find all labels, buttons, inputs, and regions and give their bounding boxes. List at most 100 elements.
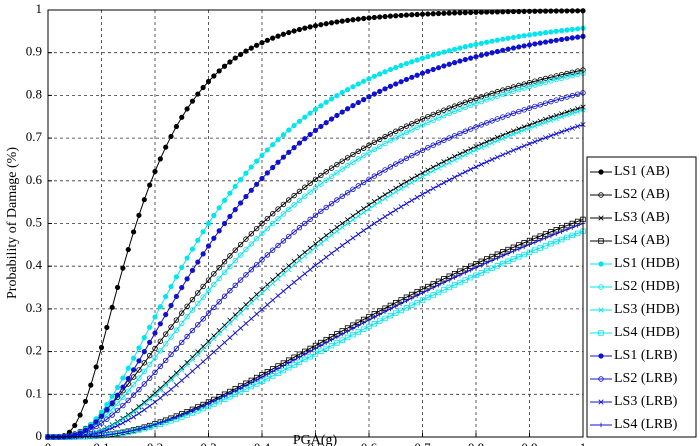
legend-label: LS1 (AB): [614, 164, 670, 179]
data-point: [318, 103, 324, 109]
data-point: [569, 72, 575, 79]
data-point: [131, 428, 136, 433]
data-point: [291, 192, 297, 199]
data-point: [125, 376, 131, 382]
data-point: [387, 13, 394, 19]
data-point: [403, 12, 410, 18]
data-point: [334, 228, 340, 234]
data-point: [216, 205, 222, 211]
data-point: [98, 413, 105, 419]
x-tick-label: 0: [45, 440, 52, 446]
data-point: [462, 56, 468, 63]
data-point: [163, 144, 169, 150]
data-point: [446, 10, 452, 16]
data-point: [430, 185, 436, 192]
data-point: [243, 320, 249, 326]
data-point: [328, 165, 335, 171]
data-point: [152, 422, 158, 427]
data-point: [446, 105, 452, 111]
data-point: [168, 416, 174, 422]
legend: LS1 (AB) LS2 (AB) LS3 (AB) LS4 (AB) LS1 (HDB…: [586, 156, 697, 438]
data-point: [307, 189, 313, 195]
data-point: [323, 177, 329, 183]
data-point: [291, 229, 297, 235]
data-point: [377, 88, 383, 94]
legend-box: [586, 156, 697, 438]
data-point: [259, 374, 265, 380]
data-point: [425, 167, 431, 173]
data-point: [462, 152, 468, 158]
data-point: [328, 228, 335, 234]
data-point: [270, 164, 276, 171]
data-point: [323, 345, 329, 352]
data-point: [500, 91, 506, 98]
data-point: [574, 91, 581, 97]
data-point: [564, 112, 570, 118]
data-point: [516, 33, 522, 40]
data-point: [211, 73, 217, 79]
data-point: [302, 356, 308, 363]
data-point: [409, 59, 415, 65]
data-point: [296, 275, 303, 281]
data-point: [168, 351, 174, 358]
data-point: [505, 90, 511, 96]
data-point: [376, 318, 383, 324]
data-point: [152, 330, 158, 336]
data-point: [195, 91, 201, 97]
data-point: [494, 263, 501, 269]
data-point: [366, 317, 372, 323]
data-point: [296, 197, 303, 204]
data-point: [435, 109, 442, 115]
data-point: [147, 396, 153, 402]
data-point: [312, 241, 319, 247]
data-point: [542, 119, 549, 125]
data-point: [125, 381, 131, 387]
data-point: [259, 220, 265, 227]
data-point: [141, 407, 147, 413]
data-point: [526, 249, 533, 256]
data-point: [483, 267, 490, 274]
data-point: [435, 115, 442, 121]
data-point: [500, 47, 506, 53]
data-point: [387, 313, 394, 319]
data-point: [291, 262, 297, 268]
data-point: [419, 70, 426, 76]
data-point: [141, 349, 147, 355]
data-point: [259, 230, 265, 237]
data-point: [345, 17, 351, 24]
data-point: [361, 15, 367, 22]
data-point: [484, 159, 490, 165]
data-point: [136, 212, 142, 218]
data-point: [232, 55, 238, 61]
data-point: [526, 83, 533, 90]
data-point: [409, 120, 415, 127]
data-point: [318, 208, 324, 215]
data-point: [254, 181, 260, 187]
data-point: [275, 159, 281, 165]
data-point: [136, 404, 142, 410]
data-point: [366, 94, 372, 100]
data-point: [345, 106, 351, 112]
data-point: [253, 225, 260, 232]
y-tick-label: 0: [36, 428, 43, 443]
data-point: [227, 288, 233, 294]
x-tick-label: 0.4: [254, 440, 271, 446]
data-point: [131, 367, 137, 373]
data-point: [264, 37, 270, 43]
data-point: [313, 346, 318, 351]
data-point: [569, 8, 575, 14]
data-point: [318, 123, 324, 130]
data-point: [200, 294, 206, 300]
data-point: [446, 177, 452, 183]
y-axis-ticks: 0 0.1 0.2 0.3 0.4 0.5 0.6 0.7 0.8 0.9 1: [26, 1, 52, 443]
legend-entry: LS4 (LRB): [590, 417, 678, 432]
data-point: [307, 266, 313, 273]
data-point: [553, 8, 559, 14]
data-point: [478, 98, 485, 105]
data-point: [200, 346, 206, 352]
data-point: [205, 220, 212, 227]
data-point: [452, 60, 458, 66]
legend-marker: [598, 261, 604, 267]
data-point: [157, 395, 163, 401]
